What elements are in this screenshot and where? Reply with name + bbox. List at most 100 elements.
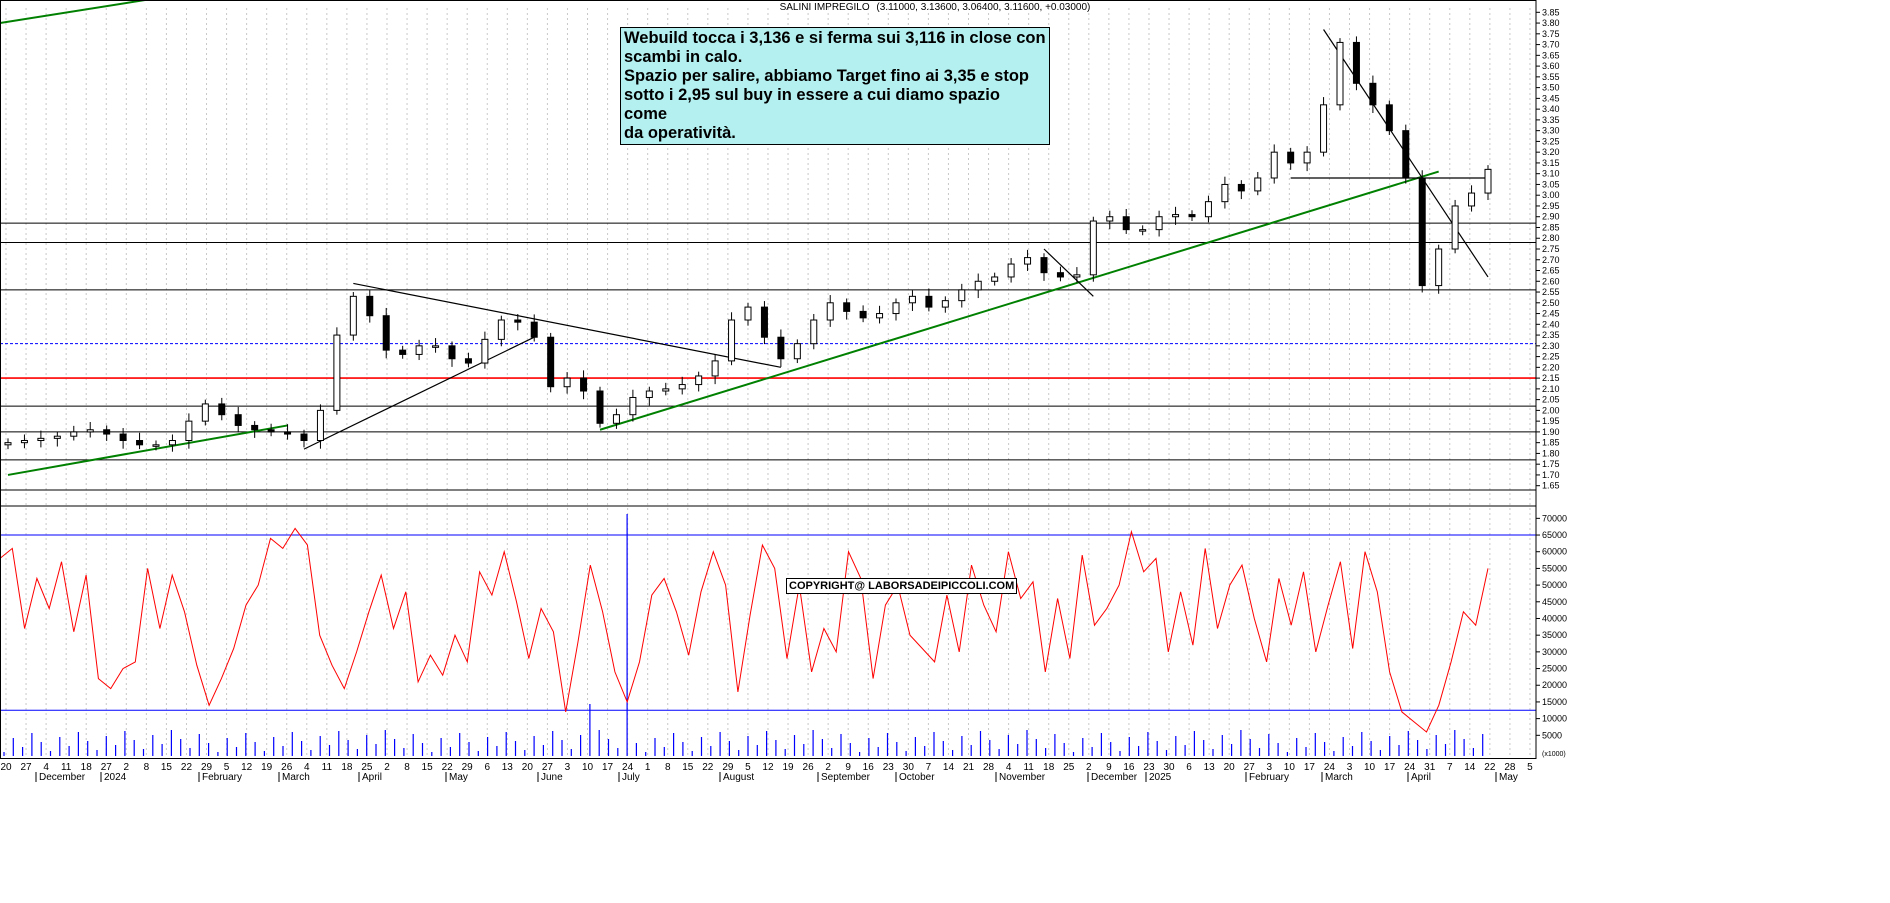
x-month-label: 2025 — [1149, 772, 1172, 783]
volume-tick-label: 45000 — [1542, 597, 1567, 607]
candle-body — [1056, 272, 1064, 278]
price-tick-label: 2.55 — [1542, 287, 1560, 297]
candle-body — [580, 377, 588, 392]
price-tick-label: 3.15 — [1542, 158, 1560, 168]
candle-body — [596, 390, 604, 424]
candle-body — [1336, 41, 1344, 106]
candle-body — [711, 360, 719, 377]
x-date-label: 15 — [682, 762, 694, 773]
copyright-label: COPYRIGHT@ LABORSADEIPICCOLI.COM — [786, 578, 1018, 594]
price-tick-label: 3.40 — [1542, 104, 1560, 114]
candle-body — [645, 390, 653, 398]
candle-body — [1254, 177, 1262, 192]
price-tick-label: 2.35 — [1542, 330, 1560, 340]
price-tick-label: 3.85 — [1542, 7, 1560, 17]
candle-body — [991, 276, 999, 282]
price-tick-label: 3.80 — [1542, 18, 1560, 28]
price-tick-label: 2.95 — [1542, 201, 1560, 211]
x-date-label: 10 — [1284, 762, 1296, 773]
candle-body — [152, 444, 160, 447]
x-month-label: December — [39, 772, 86, 783]
candle-body — [662, 388, 670, 392]
volume-tick-label: 55000 — [1542, 563, 1567, 573]
x-date-label: 14 — [1464, 762, 1476, 773]
candle-body — [941, 300, 949, 308]
price-tick-label: 2.40 — [1542, 319, 1560, 329]
price-tick-label: 2.75 — [1542, 244, 1560, 254]
x-date-label: 19 — [261, 762, 273, 773]
x-date-label: 15 — [422, 762, 434, 773]
x-date-label: 28 — [1504, 762, 1516, 773]
price-tick-label: 1.85 — [1542, 438, 1560, 448]
volume-tick-label: 30000 — [1542, 647, 1567, 657]
trend-line — [303, 336, 535, 450]
x-date-label: 2 — [1086, 762, 1092, 773]
candle-body — [316, 409, 324, 442]
volume-tick-label: 5000 — [1542, 730, 1562, 740]
x-date-label: 12 — [762, 762, 774, 773]
candle-body — [20, 440, 28, 444]
candle-body — [201, 403, 209, 422]
price-tick-label: 3.55 — [1542, 72, 1560, 82]
x-date-label: 3 — [1347, 762, 1353, 773]
x-date-label: 4 — [43, 762, 49, 773]
candle-body — [284, 431, 292, 435]
x-month-label: February — [1249, 772, 1289, 783]
candle-body — [1040, 257, 1048, 274]
candle-body — [119, 433, 127, 442]
uptrend-line — [599, 170, 1439, 431]
x-date-label: 8 — [144, 762, 150, 773]
annotation-line-2: scambi in calo. — [624, 48, 743, 66]
price-tick-label: 2.15 — [1542, 373, 1560, 383]
x-date-label: 6 — [484, 762, 490, 773]
price-tick-label: 3.20 — [1542, 147, 1560, 157]
price-tick-label: 1.75 — [1542, 459, 1560, 469]
candle-body — [547, 336, 555, 388]
candle-body — [843, 302, 851, 312]
x-date-label: 18 — [341, 762, 353, 773]
x-date-label: 2 — [384, 762, 390, 773]
x-date-label: 14 — [943, 762, 955, 773]
x-date-label: 29 — [462, 762, 474, 773]
candle-body — [448, 345, 456, 360]
candle-body — [908, 295, 916, 304]
x-date-label: 18 — [1043, 762, 1055, 773]
price-tick-label: 2.50 — [1542, 298, 1560, 308]
price-tick-label: 2.60 — [1542, 276, 1560, 286]
price-tick-label: 3.35 — [1542, 115, 1560, 125]
x-date-label: 21 — [963, 762, 975, 773]
candle-body — [1435, 248, 1443, 287]
x-date-label: 5 — [224, 762, 230, 773]
x-date-label: 20 — [522, 762, 534, 773]
candle-body — [744, 306, 752, 321]
x-date-label: 22 — [1484, 762, 1496, 773]
x-date-label: 24 — [622, 762, 634, 773]
x-month-label: August — [723, 772, 754, 783]
x-date-label: 7 — [926, 762, 932, 773]
x-month-label: October — [899, 772, 935, 783]
trend-line — [1043, 248, 1094, 297]
price-tick-label: 3.30 — [1542, 126, 1560, 136]
candle-body — [1484, 168, 1492, 194]
candle-body — [859, 310, 867, 319]
x-date-label: 13 — [502, 762, 514, 773]
price-tick-label: 3.00 — [1542, 190, 1560, 200]
plot-frame — [0, 0, 1537, 759]
x-date-label: 1 — [645, 762, 651, 773]
x-month-label: July — [622, 772, 640, 783]
candle-body — [695, 375, 703, 386]
price-tick-label: 2.25 — [1542, 352, 1560, 362]
x-date-label: 11 — [322, 762, 333, 773]
x-date-label: 26 — [281, 762, 293, 773]
candle-body — [1468, 192, 1476, 207]
price-tick-label: 2.45 — [1542, 309, 1560, 319]
price-tick-label: 2.05 — [1542, 395, 1560, 405]
instrument-title: SALINI IMPREGILO — [779, 2, 870, 13]
uptrend-line — [7, 424, 288, 476]
x-date-label: 16 — [863, 762, 875, 773]
candle-body — [37, 437, 45, 442]
candle-body — [86, 429, 94, 433]
candle-body — [136, 440, 144, 446]
candle-body — [366, 295, 374, 317]
x-month-label: February — [202, 772, 242, 783]
